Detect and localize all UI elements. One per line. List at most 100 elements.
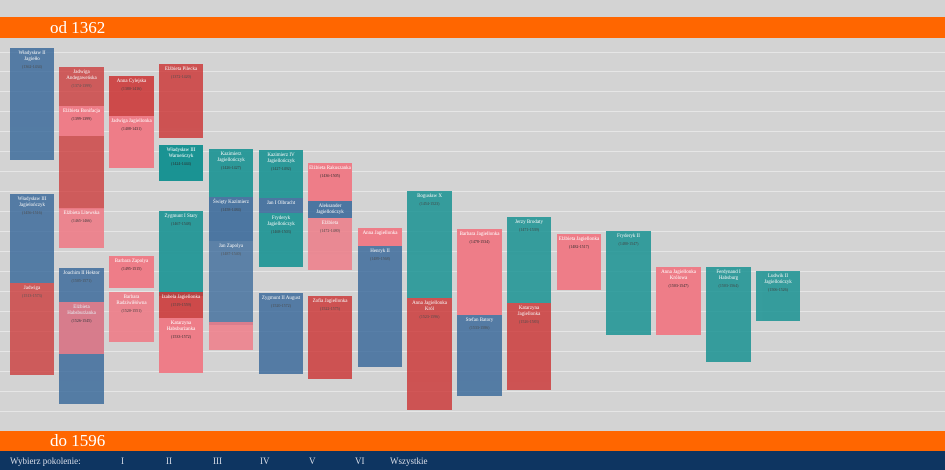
person-bar[interactable]: Elżbieta (1472-1480) [308, 218, 352, 270]
person-name: Henryk II [370, 249, 390, 254]
person-bar[interactable]: Elżbieta Bonifacja (1399-1399) [59, 106, 104, 136]
person-bar[interactable]: Jan Zapolya (1487-1540) [209, 241, 253, 325]
gridline [0, 71, 945, 72]
person-bar[interactable]: Jadwiga Andegaweńska (1374-1399) [59, 67, 104, 209]
person-bar [209, 322, 253, 350]
person-years: (1456-1516) [22, 210, 42, 215]
gridline [0, 171, 945, 172]
person-years: (1426-1427) [221, 165, 241, 170]
person-name: Ferdynand I Habsburg [716, 270, 741, 281]
person-years: (1503-1547) [668, 283, 689, 288]
person-years: (1480-1547) [618, 241, 639, 246]
person-name: Fryderyk II [617, 234, 640, 239]
person-bar[interactable]: Katarzyna Habsburżanka (1533-1572) [159, 318, 203, 373]
start-year-banner: od 1362 [0, 17, 945, 38]
person-bar[interactable]: Anna Jagiellonka [358, 228, 402, 246]
person-bar[interactable]: Władysław III Jagielończyk (1456-1516) [10, 194, 54, 283]
person-name: Jadwiga Jagiellonka [111, 119, 152, 124]
person-name: Ludwik II Jagiellończyk [764, 274, 792, 285]
person-years: (1380-1416) [121, 86, 142, 91]
person-years: (1487-1540) [221, 251, 241, 256]
person-bar[interactable]: Barbara Jagiellonka (1478-1534) [457, 229, 502, 315]
person-bar[interactable]: Aleksander Jagiellończyk [308, 201, 352, 218]
person-name: Święty Kazimierz [213, 200, 249, 205]
person-bar[interactable]: Ludwik II Jagiellończyk (1506-1526) [756, 271, 800, 321]
person-name: Zofia Jagiellonka [312, 299, 348, 304]
person-bar[interactable]: Jerzy Brodaty (1471-1539) [507, 217, 551, 303]
person-name: Zygmunt II August [261, 296, 301, 301]
generation-I-link[interactable]: I [121, 456, 124, 466]
generation-IV-link[interactable]: IV [260, 456, 270, 466]
generation-VI-link[interactable]: VI [355, 456, 365, 466]
person-years: (1467-1548) [171, 221, 191, 226]
person-bar[interactable]: Zygmunt I Stary (1467-1548) [159, 211, 203, 296]
person-bar[interactable]: Jan I Olbracht [259, 198, 303, 213]
person-years: (1471-1539) [519, 227, 539, 232]
person-years: (1372-1420) [171, 74, 191, 79]
person-years: (1503-1564) [718, 283, 739, 288]
person-bar[interactable]: Izabela Jagiellonka (1519-1559) [159, 292, 203, 318]
end-year-label: do 1596 [50, 431, 106, 450]
generation-V-link[interactable]: V [309, 456, 316, 466]
person-name: Aleksander Jagiellończyk [316, 204, 344, 215]
person-bar[interactable]: Elżbieta Pilecka (1372-1420) [159, 64, 203, 138]
gridline [0, 131, 945, 132]
person-bar[interactable]: Elżbieta Habsburżanka (1526-1545) [59, 302, 104, 354]
person-years: (1436-1505) [320, 173, 340, 178]
person-bar[interactable]: Władysław III Warneńczyk (1424-1444) [159, 145, 203, 181]
person-bar[interactable]: Barbara Zapolya (1495-1515) [109, 256, 154, 288]
person-bar[interactable]: Anna Jagiellonka Król (1523-1596) [407, 298, 452, 410]
person-bar[interactable]: Bogusław X (1454-1523) [407, 191, 452, 298]
person-bar[interactable]: Jadwiga (1513-1573) [10, 283, 54, 375]
generation-all-link[interactable]: Wszystkie [390, 456, 428, 466]
person-name: Izabela Jagiellonka [161, 295, 201, 300]
person-name: Elżbieta Jagiellonka [558, 237, 600, 242]
person-bar[interactable]: Kazimierz IV Jagiellończyk (1427-1492) [259, 150, 303, 198]
gridline [0, 91, 945, 92]
person-bar[interactable]: Elżbieta Litewska (1465-1466) [59, 208, 104, 248]
person-bar[interactable]: Władysław II Jagiełło (1362-1434) [10, 48, 54, 160]
person-bar[interactable]: Kazimierz Jagiellończyk (1426-1427) [209, 149, 253, 197]
person-bar[interactable]: Barbara Radziwiłłówna (1520-1551) [109, 292, 154, 342]
person-years: (1506-1526) [768, 287, 788, 292]
person-years: (1427-1492) [271, 166, 291, 171]
person-years: (1520-1551) [121, 308, 142, 313]
person-years: (1374-1399) [71, 83, 92, 88]
person-bar[interactable]: Fryderyk Jagiellończyk (1468-1503) [259, 213, 303, 267]
generation-II-link[interactable]: II [166, 456, 172, 466]
person-name: Anna Cylejska [116, 79, 147, 84]
person-years: (1399-1399) [71, 116, 92, 121]
person-years: (1523-1596) [419, 314, 440, 319]
person-bar[interactable]: Stefan Batory (1533-1586) [457, 315, 502, 396]
gridline [0, 151, 945, 152]
person-bar[interactable]: Elżbieta Jagiellonka (1482-1517) [557, 234, 601, 290]
person-bar[interactable]: Anna Jagiellonka Królowa (1503-1547) [656, 267, 701, 335]
person-name: Elżbieta Bonifacja [62, 109, 101, 114]
person-bar[interactable]: Święty Kazimierz (1458-1484) [209, 197, 253, 241]
person-name: Anna Jagiellonka [362, 231, 398, 236]
person-name: Fryderyk Jagiellończyk [267, 216, 295, 227]
person-name: Kazimierz IV Jagiellończyk [267, 153, 295, 164]
person-name: Władysław III Warneńczyk [166, 148, 196, 159]
person-years: (1424-1444) [171, 161, 191, 166]
person-bar[interactable]: Henryk II (1489-1568) [358, 246, 402, 367]
person-name: Władysław III Jagielończyk [17, 197, 47, 208]
gridline [0, 211, 945, 212]
person-years: (1533-1586) [469, 325, 490, 330]
person-bar[interactable]: Elżbieta Rakuszanka (1436-1505) [308, 163, 352, 201]
person-bar[interactable]: Anna Cylejska (1380-1416) [109, 76, 154, 116]
person-name: Barbara Zapolya [114, 259, 149, 264]
person-bar[interactable]: Jadwiga Jagiellonka (1408-1431) [109, 116, 154, 168]
person-name: Barbara Radziwiłłówna [116, 295, 147, 306]
generation-III-link[interactable]: III [213, 456, 222, 466]
person-name: Barbara Jagiellonka [459, 232, 500, 237]
person-bar[interactable]: Zofia Jagiellonka (1522-1575) [308, 296, 352, 379]
person-name: Anna Jagiellonka Król [412, 301, 447, 312]
person-bar[interactable]: Katarzyna Jagiellonka (1526-1583) [507, 303, 551, 390]
person-bar[interactable]: Fryderyk II (1480-1547) [606, 231, 651, 335]
generation-selector: Wybierz pokolenie: I II III IV V VI Wszy… [0, 451, 945, 470]
person-bar[interactable]: Ferdynand I Habsburg (1503-1564) [706, 267, 751, 362]
person-years: (1505-1571) [71, 278, 92, 283]
person-name: Władysław II Jagiełło [18, 51, 46, 62]
person-bar[interactable]: Zygmunt II August (1520-1572) [259, 293, 303, 374]
